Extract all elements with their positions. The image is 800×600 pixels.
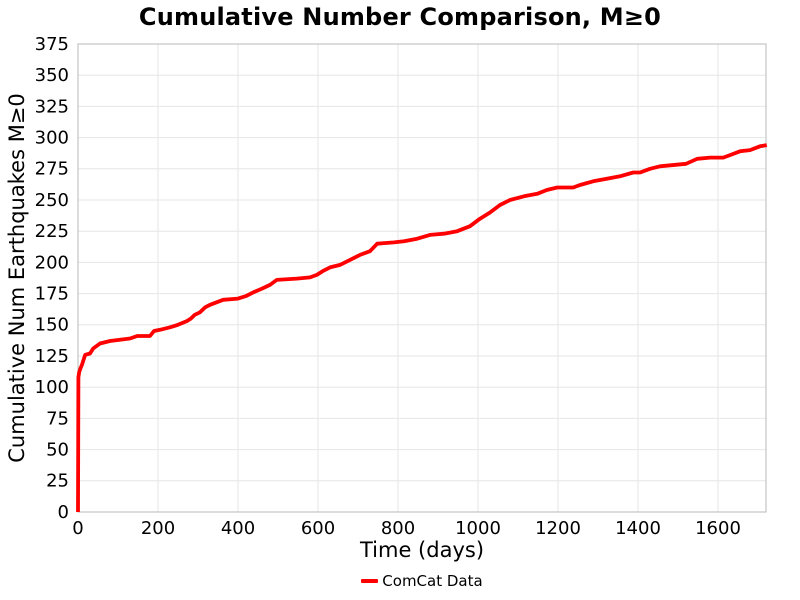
y-axis-title: Cumulative Num Earthquakes M≥0 xyxy=(5,93,29,463)
x-tick-label: 600 xyxy=(301,518,335,539)
x-tick-label: 0 xyxy=(72,518,83,539)
y-tick-label: 275 xyxy=(35,159,69,180)
legend-line-marker xyxy=(361,579,379,583)
y-tick-label: 200 xyxy=(35,252,69,273)
plot-frame xyxy=(77,43,767,513)
x-tick-label: 800 xyxy=(381,518,415,539)
y-tick-label: 300 xyxy=(35,128,69,149)
x-tick-label: 1200 xyxy=(535,518,581,539)
y-tick-label: 350 xyxy=(35,65,69,86)
legend-label: ComCat Data xyxy=(382,572,483,590)
y-tick-label: 225 xyxy=(35,221,69,242)
y-tick-label: 375 xyxy=(35,34,69,55)
x-tick-label: 400 xyxy=(221,518,255,539)
chart-title: Cumulative Number Comparison, M≥0 xyxy=(138,3,662,31)
x-tick-label: 1000 xyxy=(455,518,501,539)
y-tick-label: 25 xyxy=(46,471,69,492)
x-tick-label: 200 xyxy=(141,518,175,539)
y-tick-label: 0 xyxy=(58,502,69,523)
y-tick-label: 50 xyxy=(46,440,69,461)
y-tick-label: 175 xyxy=(35,284,69,305)
y-tick-label: 250 xyxy=(35,190,69,211)
y-tick-label: 150 xyxy=(35,315,69,336)
x-tick-label: 1400 xyxy=(615,518,661,539)
y-tick-label: 100 xyxy=(35,377,69,398)
x-tick-label: 1600 xyxy=(695,518,741,539)
data-series-line xyxy=(76,143,768,513)
y-tick-label: 75 xyxy=(46,408,69,429)
x-axis-title: Time (days) xyxy=(359,538,485,562)
legend: ComCat Data xyxy=(78,569,766,593)
y-tick-label: 325 xyxy=(35,96,69,117)
y-tick-label: 125 xyxy=(35,346,69,367)
